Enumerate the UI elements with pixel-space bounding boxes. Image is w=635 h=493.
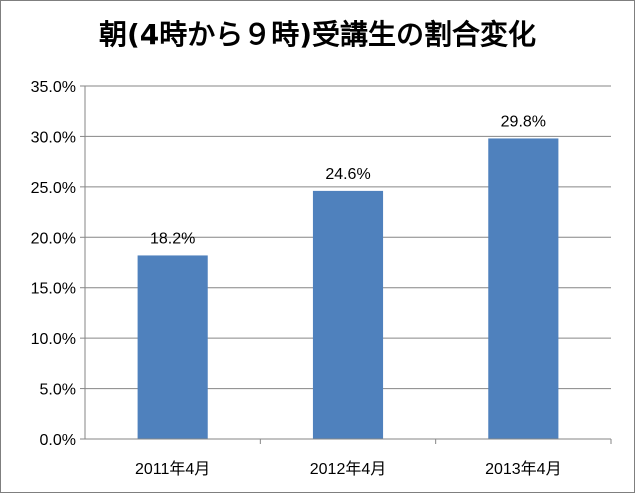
y-tick-label: 10.0% [31,331,76,348]
x-axis-ticks: 2011年4月 2012年4月 2013年4月 [135,439,612,478]
y-tick-label: 35.0% [31,79,76,96]
y-tick-label: 25.0% [31,180,76,197]
bar [312,190,384,439]
x-tick-label: 2013年4月 [485,460,562,478]
data-labels: 18.2% 24.6% 29.8% [150,113,546,247]
chart-title: 朝(4時から９時)受講生の割合変化 [98,18,537,51]
bar-value-label: 29.8% [501,113,546,130]
y-tick-label: 5.0% [40,382,76,399]
y-axis-ticks: 0.0% 5.0% 10.0% 15.0% 20.0% 25.0% 30.0% 35.0% [31,79,611,449]
bar [137,255,208,439]
x-tick-label: 2012年4月 [310,460,387,478]
y-tick-label: 0.0% [40,432,76,449]
bars [137,138,559,439]
y-tick-label: 20.0% [31,230,76,247]
bar-value-label: 24.6% [325,166,370,183]
x-tick-label: 2011年4月 [135,460,210,478]
bar-value-label: 18.2% [150,230,195,247]
y-tick-label: 30.0% [31,129,76,146]
bar [488,138,559,439]
y-tick-label: 15.0% [31,281,76,298]
